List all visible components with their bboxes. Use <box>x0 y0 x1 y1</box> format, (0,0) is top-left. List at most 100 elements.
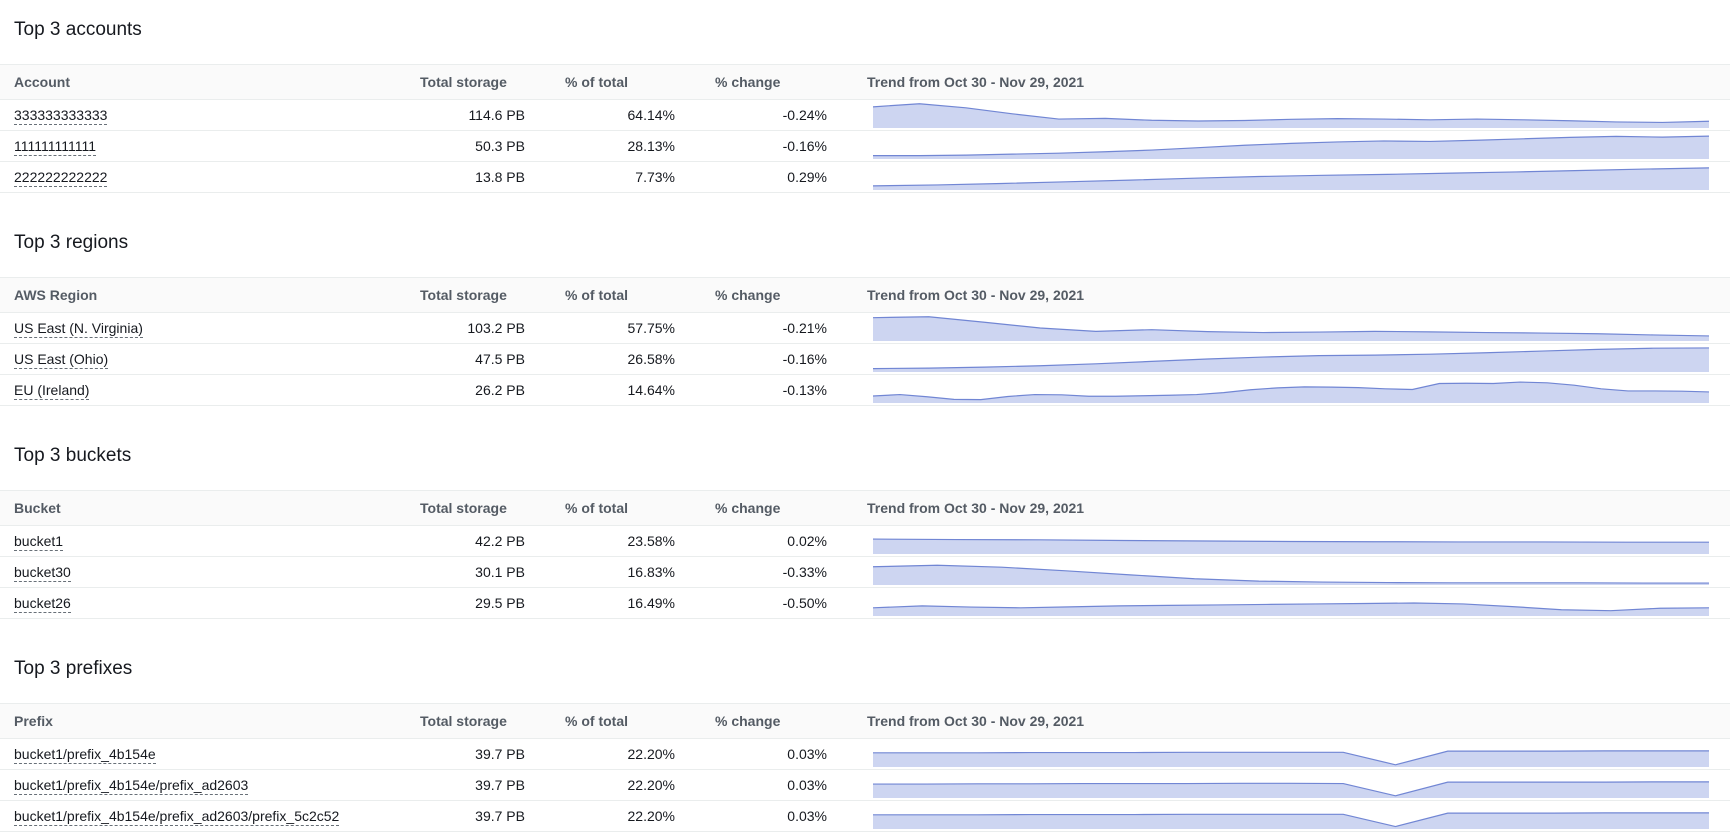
table-row: bucket1/prefix_4b154e/prefix_ad2603/pref… <box>0 801 1730 832</box>
pct-of-total-value: 22.20% <box>627 808 675 824</box>
pct-change-value: -0.50% <box>782 595 827 611</box>
table-row: US East (Ohio) 47.5 PB 26.58% -0.16% <box>0 344 1730 375</box>
total-storage-value: 30.1 PB <box>475 564 525 580</box>
pct-of-total-value: 16.49% <box>627 595 675 611</box>
trend-sparkline <box>873 772 1709 798</box>
pct-change-value: 0.03% <box>787 777 827 793</box>
section-top-3-buckets: Top 3 buckets Bucket Total storage % of … <box>0 406 1730 619</box>
table-header-row: AWS Region Total storage % of total % ch… <box>0 277 1730 313</box>
prefixes-table: Prefix Total storage % of total % change… <box>0 703 1730 832</box>
column-header-total-storage: Total storage <box>400 73 545 91</box>
section-title: Top 3 prefixes <box>14 658 133 679</box>
table-header-row: Account Total storage % of total % chang… <box>0 64 1730 100</box>
section-title: Top 3 regions <box>14 232 129 253</box>
table-header-row: Bucket Total storage % of total % change… <box>0 490 1730 526</box>
section-top-3-regions: Top 3 regions AWS Region Total storage %… <box>0 193 1730 406</box>
total-storage-value: 39.7 PB <box>475 808 525 824</box>
table-row: bucket30 30.1 PB 16.83% -0.33% <box>0 557 1730 588</box>
table-row: bucket1/prefix_4b154e 39.7 PB 22.20% 0.0… <box>0 739 1730 770</box>
bucket-link[interactable]: bucket1 <box>14 533 64 551</box>
prefix-link[interactable]: bucket1/prefix_4b154e/prefix_ad2603 <box>14 777 249 795</box>
pct-of-total-value: 64.14% <box>627 107 675 123</box>
column-header-prefix: Prefix <box>14 713 53 729</box>
column-header-pct-change: % change <box>695 286 847 304</box>
table-row: US East (N. Virginia) 103.2 PB 57.75% -0… <box>0 313 1730 344</box>
account-link[interactable]: 333333333333 <box>14 107 108 125</box>
region-link[interactable]: US East (N. Virginia) <box>14 320 143 338</box>
section-title: Top 3 accounts <box>14 19 142 40</box>
total-storage-value: 42.2 PB <box>475 533 525 549</box>
account-link[interactable]: 111111111111 <box>14 138 97 156</box>
pct-change-value: -0.24% <box>782 107 827 123</box>
table-row: 111111111111 50.3 PB 28.13% -0.16% <box>0 131 1730 162</box>
regions-table: AWS Region Total storage % of total % ch… <box>0 277 1730 406</box>
trend-sparkline <box>873 346 1709 372</box>
total-storage-value: 50.3 PB <box>475 138 525 154</box>
table-row: bucket26 29.5 PB 16.49% -0.50% <box>0 588 1730 619</box>
column-header-pct-change: % change <box>695 499 847 517</box>
section-title: Top 3 buckets <box>14 445 132 466</box>
pct-change-value: -0.16% <box>782 351 827 367</box>
trend-sparkline <box>873 803 1709 829</box>
table-row: 222222222222 13.8 PB 7.73% 0.29% <box>0 162 1730 193</box>
account-link[interactable]: 222222222222 <box>14 169 108 187</box>
trend-sparkline <box>873 590 1709 616</box>
trend-sparkline <box>873 559 1709 585</box>
region-link[interactable]: EU (Ireland) <box>14 382 90 400</box>
column-header-trend: Trend from Oct 30 - Nov 29, 2021 <box>847 499 1730 517</box>
trend-sparkline <box>873 315 1709 341</box>
bucket-link[interactable]: bucket30 <box>14 564 71 582</box>
column-header-pct-of-total: % of total <box>545 712 695 730</box>
column-header-total-storage: Total storage <box>400 712 545 730</box>
trend-sparkline <box>873 102 1709 128</box>
pct-change-value: -0.16% <box>782 138 827 154</box>
total-storage-value: 47.5 PB <box>475 351 525 367</box>
pct-of-total-value: 57.75% <box>627 320 675 336</box>
pct-of-total-value: 14.64% <box>627 382 675 398</box>
total-storage-value: 39.7 PB <box>475 746 525 762</box>
bucket-link[interactable]: bucket26 <box>14 595 71 613</box>
pct-change-value: 0.29% <box>787 169 827 185</box>
column-header-account: Account <box>14 74 70 90</box>
pct-of-total-value: 22.20% <box>627 746 675 762</box>
column-header-aws-region: AWS Region <box>14 287 98 303</box>
total-storage-value: 39.7 PB <box>475 777 525 793</box>
column-header-trend: Trend from Oct 30 - Nov 29, 2021 <box>847 286 1730 304</box>
pct-of-total-value: 23.58% <box>627 533 675 549</box>
pct-change-value: -0.33% <box>782 564 827 580</box>
column-header-pct-of-total: % of total <box>545 499 695 517</box>
pct-change-value: -0.13% <box>782 382 827 398</box>
pct-change-value: 0.03% <box>787 746 827 762</box>
pct-of-total-value: 26.58% <box>627 351 675 367</box>
total-storage-value: 114.6 PB <box>468 107 525 123</box>
pct-change-value: -0.21% <box>782 320 827 336</box>
pct-of-total-value: 16.83% <box>627 564 675 580</box>
pct-change-value: 0.03% <box>787 808 827 824</box>
column-header-trend: Trend from Oct 30 - Nov 29, 2021 <box>847 73 1730 91</box>
column-header-pct-of-total: % of total <box>545 286 695 304</box>
column-header-total-storage: Total storage <box>400 499 545 517</box>
table-header-row: Prefix Total storage % of total % change… <box>0 703 1730 739</box>
table-row: bucket1/prefix_4b154e/prefix_ad2603 39.7… <box>0 770 1730 801</box>
region-link[interactable]: US East (Ohio) <box>14 351 109 369</box>
column-header-pct-change: % change <box>695 73 847 91</box>
total-storage-value: 29.5 PB <box>475 595 525 611</box>
table-row: EU (Ireland) 26.2 PB 14.64% -0.13% <box>0 375 1730 406</box>
column-header-total-storage: Total storage <box>400 286 545 304</box>
table-row: 333333333333 114.6 PB 64.14% -0.24% <box>0 100 1730 131</box>
pct-of-total-value: 7.73% <box>635 169 675 185</box>
column-header-pct-change: % change <box>695 712 847 730</box>
column-header-pct-of-total: % of total <box>545 73 695 91</box>
prefix-link[interactable]: bucket1/prefix_4b154e <box>14 746 156 764</box>
buckets-table: Bucket Total storage % of total % change… <box>0 490 1730 619</box>
pct-of-total-value: 22.20% <box>627 777 675 793</box>
prefix-link[interactable]: bucket1/prefix_4b154e/prefix_ad2603/pref… <box>14 808 340 826</box>
total-storage-value: 26.2 PB <box>475 382 525 398</box>
trend-sparkline <box>873 377 1709 403</box>
pct-of-total-value: 28.13% <box>627 138 675 154</box>
trend-sparkline <box>873 164 1709 190</box>
total-storage-value: 103.2 PB <box>467 320 525 336</box>
accounts-table: Account Total storage % of total % chang… <box>0 64 1730 193</box>
section-top-3-prefixes: Top 3 prefixes Prefix Total storage % of… <box>0 619 1730 832</box>
